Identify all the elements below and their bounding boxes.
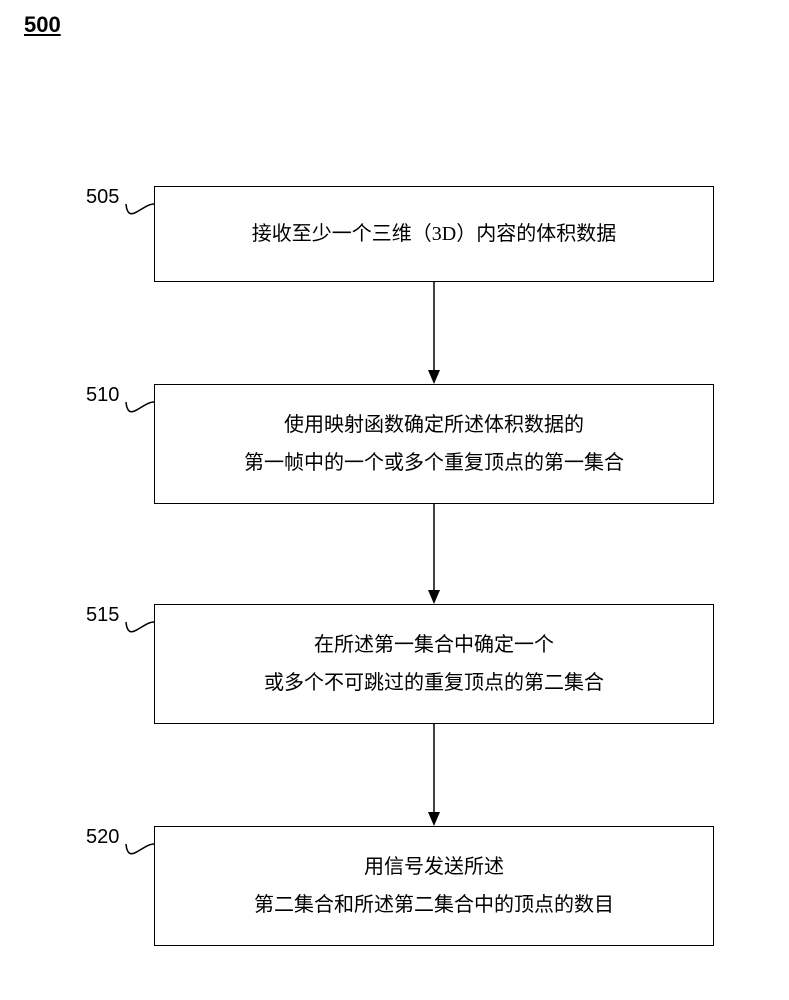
step-box-510: 使用映射函数确定所述体积数据的第一帧中的一个或多个重复顶点的第一集合 xyxy=(154,384,714,504)
step-text-line: 第二集合和所述第二集合中的顶点的数目 xyxy=(254,886,614,924)
arrow-515-to-520 xyxy=(424,724,444,826)
leader-line-505 xyxy=(122,200,158,228)
leader-line-515 xyxy=(122,618,158,646)
step-label-505: 505 xyxy=(86,186,119,209)
step-text-line: 第一帧中的一个或多个重复顶点的第一集合 xyxy=(244,444,624,482)
arrow-510-to-515 xyxy=(424,504,444,604)
leader-line-520 xyxy=(122,840,158,868)
step-box-520: 用信号发送所述第二集合和所述第二集合中的顶点的数目 xyxy=(154,826,714,946)
step-label-510: 510 xyxy=(86,384,119,407)
step-label-515: 515 xyxy=(86,604,119,627)
step-text-line: 或多个不可跳过的重复顶点的第二集合 xyxy=(264,664,604,702)
step-box-515: 在所述第一集合中确定一个或多个不可跳过的重复顶点的第二集合 xyxy=(154,604,714,724)
arrow-505-to-510 xyxy=(424,282,444,384)
step-text-line: 用信号发送所述 xyxy=(364,848,504,886)
leader-line-510 xyxy=(122,398,158,426)
step-label-520: 520 xyxy=(86,826,119,849)
step-text-line: 在所述第一集合中确定一个 xyxy=(314,626,554,664)
step-box-505: 接收至少一个三维（3D）内容的体积数据 xyxy=(154,186,714,282)
step-text-line: 接收至少一个三维（3D）内容的体积数据 xyxy=(252,215,616,253)
step-text-line: 使用映射函数确定所述体积数据的 xyxy=(284,406,584,444)
figure-number-label: 500 xyxy=(24,12,61,38)
